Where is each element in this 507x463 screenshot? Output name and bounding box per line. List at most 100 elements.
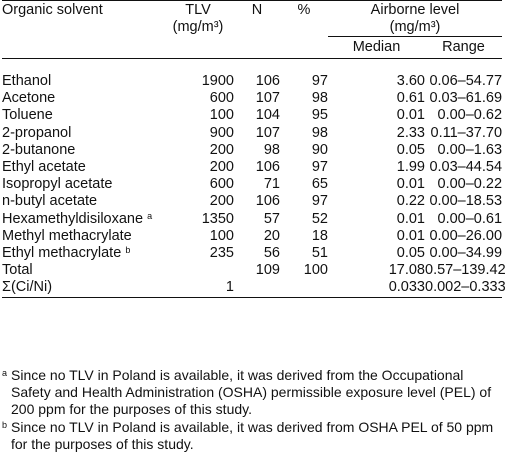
solvent-name-cell: Hexamethyldisiloxane a bbox=[2, 210, 153, 227]
header-row-3: Median Range bbox=[2, 36, 503, 59]
median-cell: 0.01 bbox=[396, 176, 425, 193]
median-cell: 17.08 bbox=[388, 262, 425, 279]
solvent-name-cell: Ethyl methacrylate b bbox=[2, 245, 131, 262]
table-row: Isopropyl acetate 600 71 65 0.01 0.00–0.22 bbox=[2, 176, 502, 193]
range-cell: 0.06–54.77 bbox=[429, 73, 503, 89]
footnote-marker: b bbox=[125, 245, 131, 256]
solvent-table: Organic solvent TLV N % Airborne level (… bbox=[2, 0, 506, 298]
n-cell: 109 bbox=[255, 262, 280, 279]
percent-cell: 95 bbox=[311, 107, 328, 124]
tlv-cell bbox=[162, 262, 234, 279]
median-cell: 0.01 bbox=[396, 210, 425, 227]
header-airborne-level: Airborne level bbox=[328, 0, 503, 19]
range-cell: 0.00–0.22 bbox=[437, 176, 503, 193]
tlv-cell: 600 bbox=[209, 90, 234, 107]
median-cell: 0.01 bbox=[396, 227, 425, 244]
percent-cell: 97 bbox=[311, 73, 328, 89]
table-row: Ethyl acetate 200 106 97 1.99 0.03–44.54 bbox=[2, 159, 502, 176]
range-cell: 0.002–0.333 bbox=[425, 279, 506, 298]
n-cell: 56 bbox=[263, 245, 280, 262]
n-cell: 107 bbox=[255, 90, 280, 107]
median-cell: 1.99 bbox=[396, 159, 425, 176]
percent-cell: 98 bbox=[311, 124, 328, 141]
table-row: 2-propanol 900 107 98 2.33 0.11–37.70 bbox=[2, 125, 502, 142]
footnote-mark: b bbox=[2, 419, 8, 430]
tlv-cell: 900 bbox=[209, 124, 234, 141]
solvent-name-cell: Acetone bbox=[2, 90, 56, 107]
range-cell: 0.11–37.70 bbox=[430, 124, 503, 141]
median-cell: 0.05 bbox=[396, 245, 425, 262]
range-cell: 0.03–61.69 bbox=[429, 90, 503, 107]
footnote-text: Since no TLV in Poland is available, it … bbox=[11, 367, 492, 418]
solvent-name-cell: Ethyl acetate bbox=[2, 159, 86, 176]
percent-cell: 65 bbox=[311, 176, 328, 193]
footnote-text: Since no TLV in Poland is available, it … bbox=[11, 418, 494, 452]
table-row: Acetone 600 107 98 0.61 0.03–61.69 bbox=[2, 90, 502, 107]
range-cell: 0.00–0.61 bbox=[437, 210, 503, 227]
percent-cell bbox=[280, 279, 328, 298]
table-row: n-butyl acetate 200 106 97 0.22 0.00–18.53 bbox=[2, 193, 502, 210]
range-cell: 0.57–139.42 bbox=[425, 262, 506, 279]
table-row: Methyl methacrylate 100 20 18 0.01 0.00–26.00 bbox=[2, 228, 502, 245]
median-cell: 0.033 bbox=[328, 279, 425, 298]
footnote: b Since no TLV in Poland is available, it… bbox=[2, 419, 494, 453]
percent-cell: 97 bbox=[311, 159, 328, 176]
tlv-cell: 600 bbox=[209, 176, 234, 193]
n-cell: 106 bbox=[255, 73, 280, 89]
tlv-cell: 1 bbox=[162, 279, 234, 298]
median-cell: 0.22 bbox=[396, 193, 425, 210]
table-row: Ethanol 1900 106 97 3.60 0.06–54.77 bbox=[2, 59, 502, 91]
tlv-cell: 235 bbox=[209, 245, 234, 262]
percent-cell: 97 bbox=[311, 193, 328, 210]
percent-cell: 51 bbox=[311, 245, 328, 262]
footnote-marker: a bbox=[147, 210, 153, 221]
table-row: Toluene 100 104 95 0.01 0.00–0.62 bbox=[2, 107, 502, 124]
table-row: Total 109 100 17.08 0.57–139.42 bbox=[2, 262, 506, 279]
table-row: Ethyl methacrylate b 235 56 51 0.05 0.00–34.9… bbox=[2, 245, 502, 262]
n-cell: 106 bbox=[255, 193, 280, 210]
header-row-2: (mg/m³) (mg/m³) bbox=[2, 19, 502, 37]
range-cell: 0.00–1.63 bbox=[437, 141, 503, 158]
solvent-name-cell: Σ(Ci/Ni) bbox=[2, 279, 162, 298]
header-row-1: Organic solvent TLV N % Airborne level bbox=[2, 0, 503, 19]
table-body: Ethanol 1900 106 97 3.60 0.06–54.77 Acetone 600… bbox=[2, 59, 506, 298]
percent-cell: 18 bbox=[311, 227, 328, 244]
solvent-name-cell: 2-butanone bbox=[2, 141, 76, 158]
percent-cell: 90 bbox=[311, 141, 328, 158]
n-cell: 57 bbox=[263, 210, 280, 227]
median-cell: 0.05 bbox=[396, 141, 425, 158]
table-row: Hexamethyldisiloxane a 1350 57 52 0.01 0.00–0… bbox=[2, 211, 502, 228]
tlv-cell: 200 bbox=[209, 141, 234, 158]
header-range: Range bbox=[425, 36, 503, 59]
percent-cell: 52 bbox=[311, 210, 328, 227]
tlv-cell: 200 bbox=[209, 159, 234, 176]
solvent-name-cell: Toluene bbox=[2, 107, 53, 124]
percent-cell: 98 bbox=[311, 90, 328, 107]
header-tlv-unit: (mg/m³) bbox=[172, 19, 224, 36]
solvent-name-cell: Methyl methacrylate bbox=[2, 227, 132, 244]
tlv-cell: 100 bbox=[209, 227, 234, 244]
n-cell: 98 bbox=[263, 141, 280, 158]
n-cell: 20 bbox=[263, 227, 280, 244]
header-percent: % bbox=[280, 0, 328, 19]
n-cell: 106 bbox=[255, 159, 280, 176]
footnote-mark: a bbox=[2, 368, 8, 378]
tlv-cell: 100 bbox=[209, 107, 234, 124]
solvent-name-cell: Isopropyl acetate bbox=[2, 176, 113, 193]
solvent-name-cell: Total bbox=[2, 262, 33, 279]
solvent-name-cell: n-butyl acetate bbox=[2, 193, 98, 210]
median-cell: 0.61 bbox=[396, 90, 425, 107]
n-cell bbox=[234, 279, 280, 298]
range-cell: 0.00–0.62 bbox=[437, 107, 503, 124]
range-cell: 0.00–18.53 bbox=[429, 193, 503, 210]
percent-cell: 100 bbox=[303, 262, 328, 279]
solvent-name-cell: 2-propanol bbox=[2, 124, 72, 141]
median-cell: 2.33 bbox=[396, 124, 425, 141]
tlv-cell: 1350 bbox=[201, 210, 234, 227]
header-n: N bbox=[234, 0, 280, 19]
tlv-cell: 200 bbox=[209, 193, 234, 210]
tlv-cell: 1900 bbox=[201, 73, 234, 89]
n-cell: 107 bbox=[255, 124, 280, 141]
range-cell: 0.00–34.99 bbox=[429, 245, 503, 262]
